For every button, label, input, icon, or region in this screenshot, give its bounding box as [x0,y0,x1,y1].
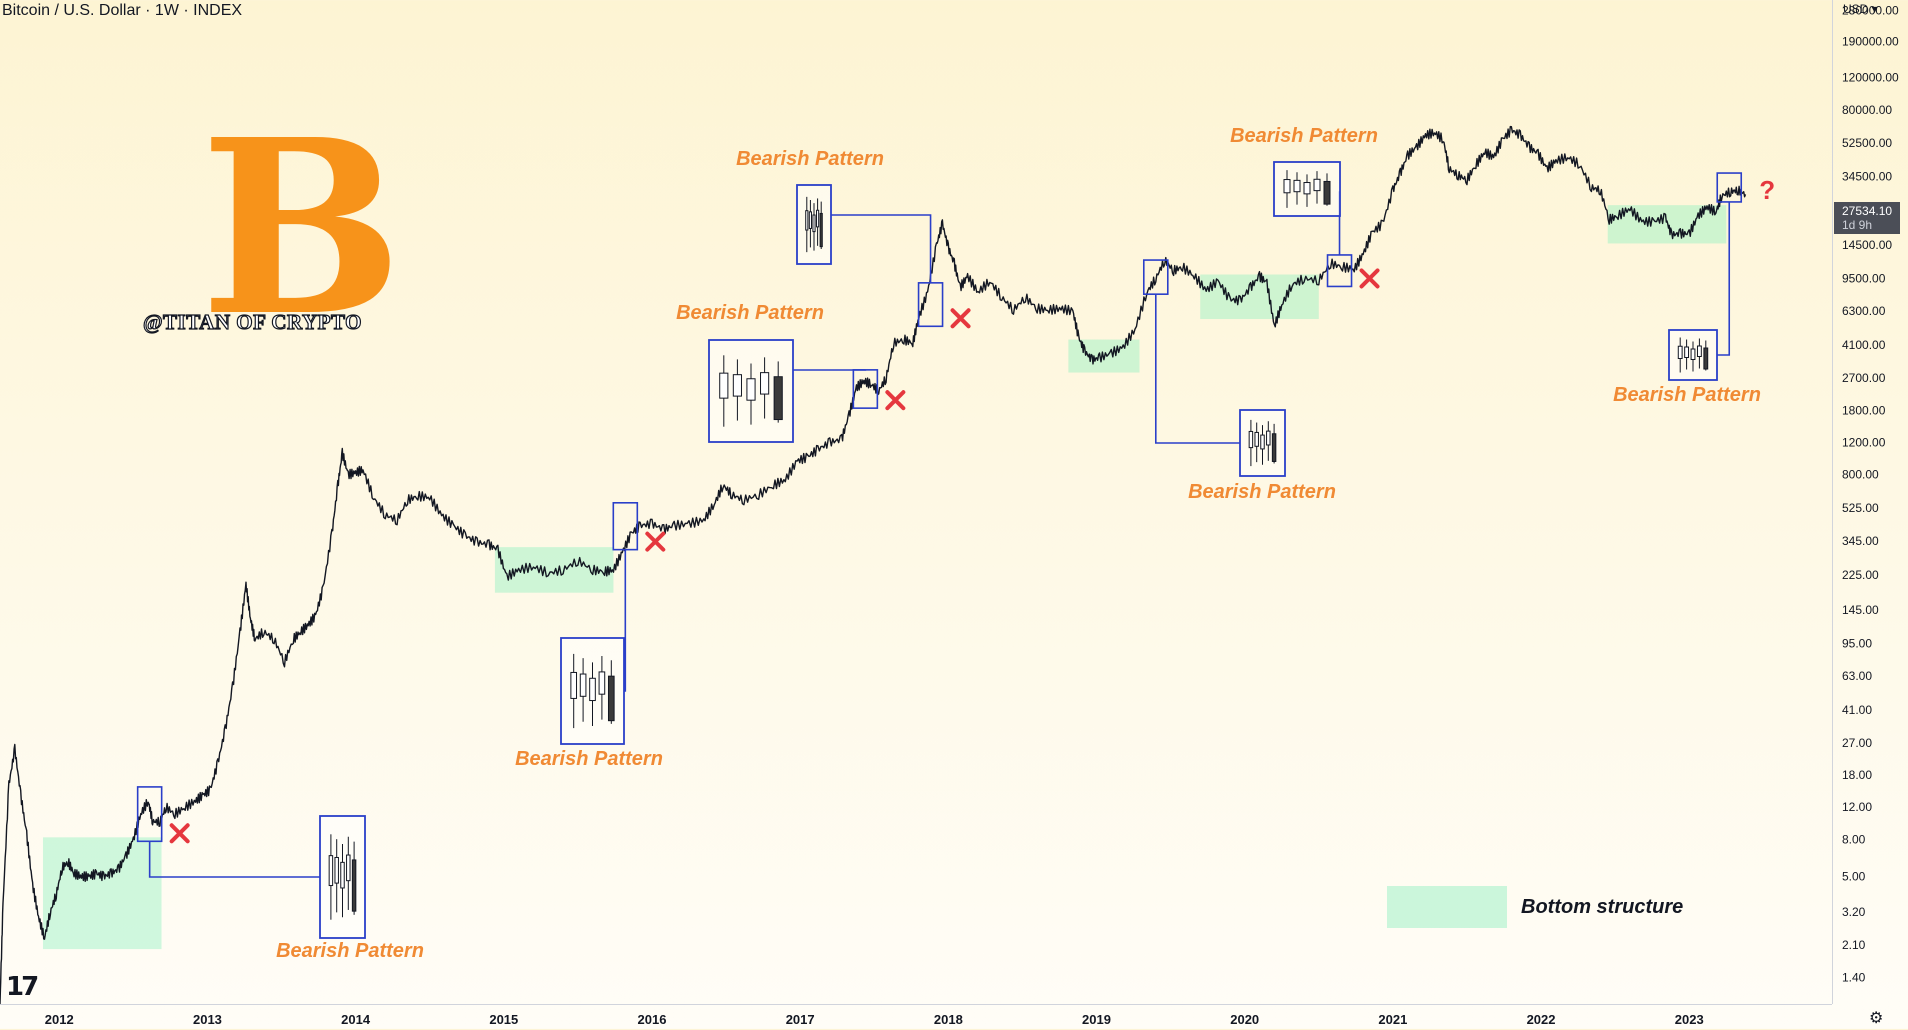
mini-candle-body [1324,181,1330,204]
mini-candle-body [720,373,728,398]
question-mark: ? [1759,175,1775,205]
mini-candle-body [1304,183,1310,194]
mini-candle-body [820,213,822,246]
mini-candle-body [571,672,577,698]
mini-candle-body [1255,432,1258,446]
mini-candle-body [1272,434,1275,462]
legend-swatch-bottom-structure [1387,886,1507,928]
bottom-structure-zone-3 [1068,340,1139,373]
mini-candle-body [809,212,811,229]
mini-candle-body [1697,346,1701,357]
mini-candle-body [761,373,769,394]
mini-candle-body [608,676,614,721]
bearish-pattern-label: Bearish Pattern [676,302,824,324]
bitcoin-logo: B [200,118,403,338]
price-axis[interactable] [1832,0,1908,1004]
mini-candle-body [733,375,741,396]
time-axis[interactable] [0,1004,1832,1030]
mini-candle-body [1704,348,1708,369]
mini-candle-body [352,860,355,911]
red-cross-icon [647,534,663,550]
mini-candle-body [813,215,815,232]
mini-candle-body [1294,180,1300,191]
mini-candle-body [599,672,605,694]
current-price-label: 27534.10 1d 9h [1834,202,1900,234]
bearish-pattern-label: Bearish Pattern [736,148,884,170]
current-price-value: 27534.10 [1842,204,1900,218]
mini-candle-body [817,210,819,227]
currency-selector[interactable]: USD ▾ [1843,2,1878,16]
mini-candle-body [1261,435,1264,449]
mini-candle-body [580,674,586,696]
mini-candle-body [590,678,596,700]
red-cross-icon [953,310,969,326]
bar-countdown: 1d 9h [1842,218,1900,232]
mini-candle-body [1284,180,1290,193]
bearish-pattern-label: Bearish Pattern [1230,125,1378,147]
mini-candle-body [1685,347,1689,358]
mini-candle-body [774,377,782,420]
connector-line [150,841,320,877]
red-cross-icon [1362,270,1378,286]
legend-label-bottom-structure: Bottom structure [1521,896,1683,919]
bearish-pattern-annotation-4: Bearish Pattern [736,148,968,326]
connector-line [831,215,931,283]
mini-candle-body [1691,349,1695,360]
bearish-pattern-annotation-3: Bearish Pattern [676,302,903,442]
bearish-pattern-label: Bearish Pattern [1188,481,1336,503]
tradingview-logo[interactable]: 17 [6,972,36,1002]
author-watermark: @TITAN OF CRYPTO [143,310,362,335]
bearish-pattern-label: Bearish Pattern [1613,384,1761,406]
mini-candle-body [347,855,350,881]
mini-candle-body [1314,179,1320,190]
bearish-pattern-annotation-6: Bearish Pattern [1230,125,1378,286]
mini-candle-body [1267,431,1270,445]
red-cross-icon [887,392,903,408]
bearish-pattern-annotation-2: Bearish Pattern [515,503,663,770]
bottom-structure-zone-1 [43,837,162,949]
bearish-pattern-label: Bearish Pattern [276,940,424,962]
red-cross-icon [172,825,188,841]
mini-candle-body [1678,346,1682,358]
mini-candle-body [341,862,344,888]
mini-candle-body [747,379,755,400]
chevron-down-icon: ▾ [1868,2,1877,16]
mini-candle-body [335,857,338,883]
bearish-pattern-label: Bearish Pattern [515,748,663,770]
mini-candle-body [806,211,808,230]
gear-icon[interactable]: ⚙ [1869,1008,1883,1028]
mini-candle-body [1249,431,1252,447]
mini-candle-body [329,856,332,886]
